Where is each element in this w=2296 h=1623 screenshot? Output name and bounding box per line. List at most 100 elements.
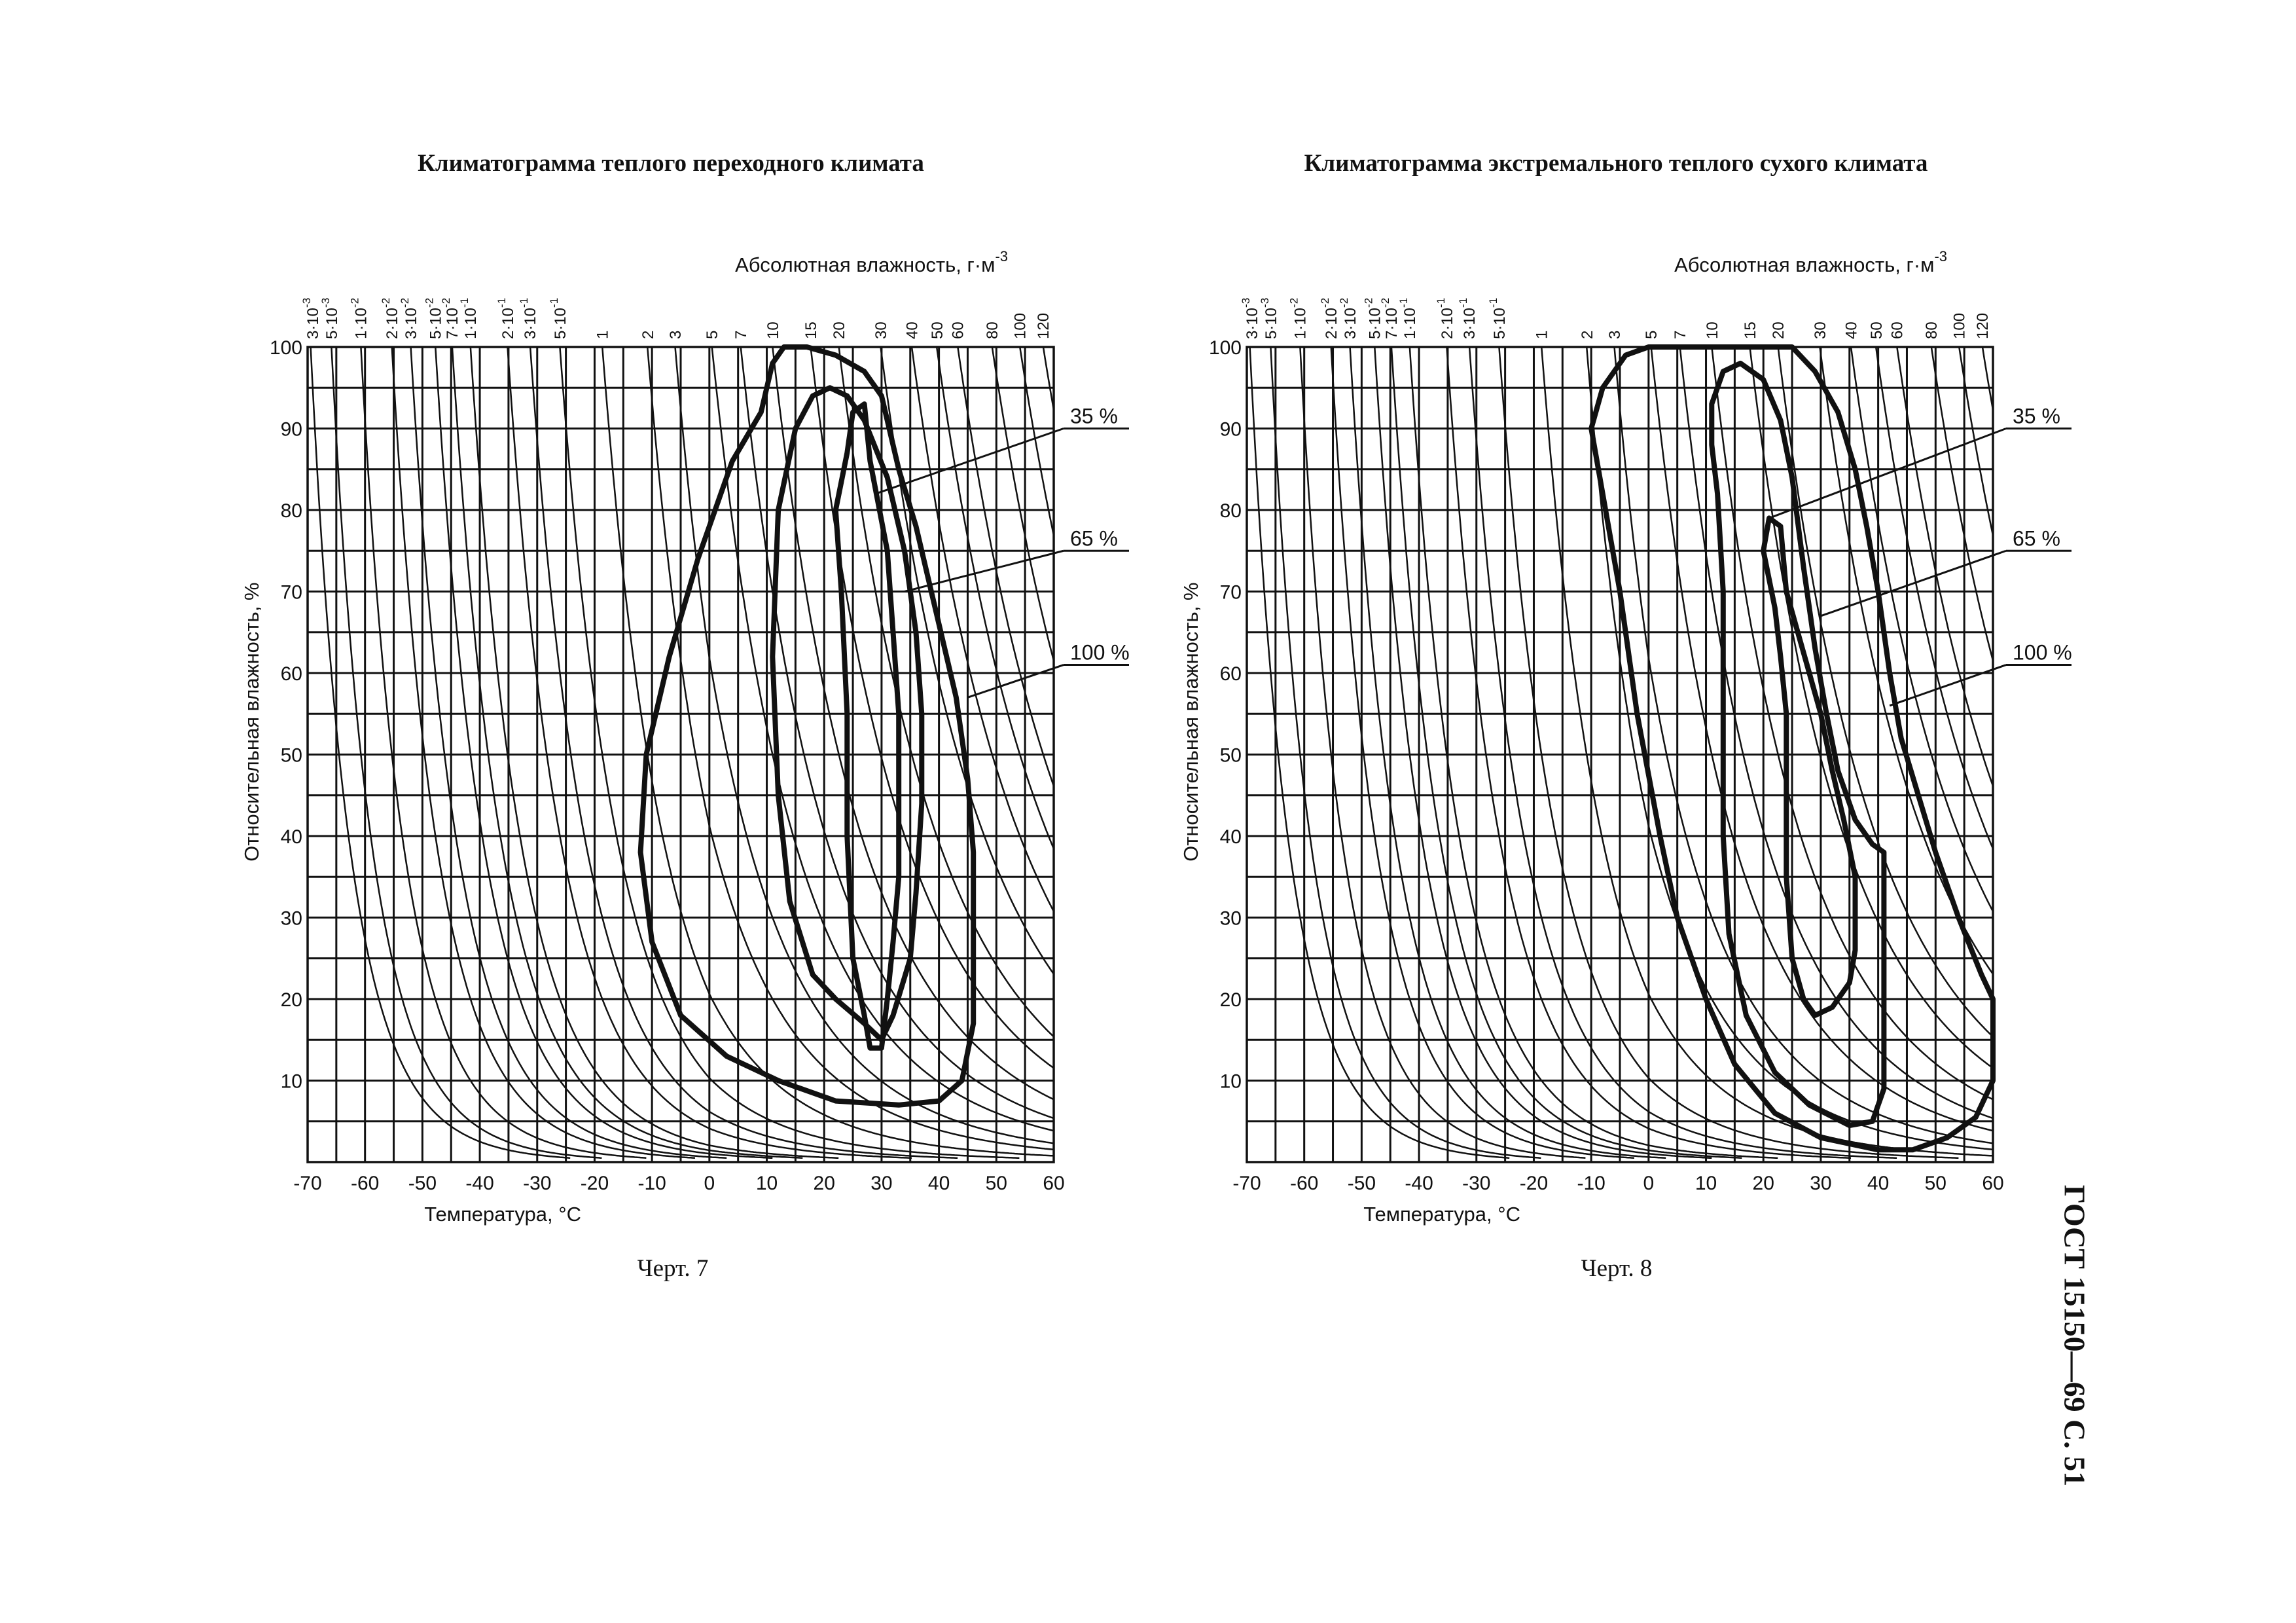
absolute-humidity-curve (1270, 347, 1541, 1159)
x-tick-label: 0 (704, 1173, 715, 1194)
y-tick-label: 100 (1209, 337, 1242, 359)
absolute-humidity-label: 50 (929, 321, 946, 339)
callout-leader (1820, 549, 2007, 617)
absolute-humidity-curve (1042, 347, 1054, 410)
x-tick-label: -20 (1520, 1173, 1548, 1194)
x-tick-label: 50 (986, 1173, 1007, 1194)
absolute-humidity-label: 2·10-1 (1435, 298, 1456, 339)
absolute-humidity-curve (1874, 347, 1993, 849)
y-tick-label: 30 (1220, 908, 1242, 930)
absolute-humidity-curves (310, 347, 1054, 1159)
grid-lines (1246, 346, 1994, 1163)
absolute-humidity-curve (451, 347, 803, 1159)
x-tick-label: -30 (523, 1173, 551, 1194)
absolute-humidity-label: 5 (704, 331, 721, 339)
running-head: ГОСТ 15150—69 С. 51 (2055, 1178, 2094, 1493)
callout-label: 65 % (1070, 526, 1118, 550)
contour-65-percent (1709, 360, 1887, 1128)
absolute-humidity-curve (469, 347, 839, 1159)
y-tick-label: 20 (1220, 989, 1242, 1011)
x-tick-label: 10 (1695, 1173, 1717, 1194)
absolute-humidity-curve (1930, 347, 1993, 661)
y-tick-label: 80 (1220, 500, 1242, 522)
absolute-humidity-curve (711, 347, 1054, 1132)
absolute-humidity-curve (1749, 347, 1993, 1069)
absolute-humidity-curve (1374, 347, 1712, 1159)
y-tick-label: 60 (281, 663, 302, 685)
absolute-humidity-label: 2 (1579, 331, 1596, 339)
absolute-humidity-curve (1958, 347, 1993, 536)
absolute-humidity-label: 10 (764, 321, 782, 339)
absolute-humidity-curve (1777, 347, 1993, 1038)
chart-title-8: Климатограмма экстремального теплого сух… (1304, 150, 1928, 177)
absolute-humidity-label: 2·10-2 (1319, 298, 1340, 339)
absolute-humidity-curve (1408, 347, 1778, 1159)
callout-label: 65 % (2013, 526, 2060, 550)
absolute-humidity-curve (1650, 347, 1993, 1132)
x-tick-label: -70 (1232, 1173, 1261, 1194)
absolute-humidity-curve (935, 347, 1054, 849)
absolute-humidity-curve (772, 347, 1054, 1101)
absolute-humidity-curve (601, 347, 1054, 1157)
y-tick-label: 70 (1220, 582, 1242, 604)
y-tick-label: 90 (281, 419, 302, 441)
callout-label: 100 % (1070, 641, 1130, 665)
y-tick-label: 40 (281, 826, 302, 848)
contour-65-percent (770, 385, 925, 1043)
x-tick-label: 40 (1867, 1173, 1889, 1194)
absolute-humidity-curve (1249, 347, 1510, 1159)
x-tick-label: -30 (1462, 1173, 1490, 1194)
contour-35-percent (1761, 515, 1858, 1018)
running-head-text: ГОСТ 15150—69 С. 51 (2058, 1184, 2092, 1487)
absolute-humidity-curve (391, 347, 695, 1159)
absolute-humidity-curve (559, 347, 1020, 1159)
absolute-humidity-curve (1850, 347, 1993, 912)
absolute-humidity-curve (410, 347, 727, 1159)
y-tick-label: 40 (1220, 826, 1242, 848)
y-tick-label: 50 (281, 745, 302, 767)
callout-leader (875, 428, 1064, 495)
plot-frame (1246, 346, 1994, 1163)
x-tick-label: -40 (465, 1173, 493, 1194)
y-axis-label: Относительная влажность, % (1179, 583, 1202, 862)
absolute-humidity-curve (529, 347, 958, 1159)
absolute-humidity-curves (1249, 347, 1993, 1159)
x-tick-label: 60 (1982, 1173, 2003, 1194)
callout-leader (1889, 664, 2007, 707)
contour-35-percent (833, 401, 902, 1051)
absolute-humidity-label: 2 (639, 331, 657, 339)
absolute-humidity-label: 60 (950, 321, 967, 339)
absolute-humidity-curve (1896, 347, 1993, 787)
absolute-humidity-label: 7 (732, 331, 750, 339)
absolute-humidity-curve (1019, 347, 1054, 536)
absolute-humidity-label: 7·10-2 (1379, 298, 1401, 339)
y-tick-label: 80 (281, 500, 302, 522)
y-tick-label: 50 (1220, 745, 1242, 767)
absolute-humidity-label: 40 (903, 321, 921, 339)
absolute-humidity-label: 5·10-2 (1363, 298, 1384, 339)
absolute-humidity-label: 20 (831, 321, 848, 339)
absolute-humidity-curve (991, 347, 1054, 661)
absolute-humidity-label: 1·10-2 (349, 298, 370, 339)
figure-caption-7: Черт. 7 (637, 1255, 709, 1282)
x-tick-label: 30 (870, 1173, 892, 1194)
absolute-humidity-label: 100 (1950, 313, 1968, 339)
x-tick-label: -50 (408, 1173, 437, 1194)
x-tick-label: -50 (1348, 1173, 1376, 1194)
x-tick-label: 50 (1925, 1173, 1946, 1194)
x-tick-label: -60 (351, 1173, 379, 1194)
climatogram-chart-7: 3·10-35·10-3 1·10-2 2·10-23·10-25·10-27·10… (240, 248, 1130, 1226)
absolute-humidity-label: 7·10-2 (440, 298, 461, 339)
absolute-humidity-curve (1679, 347, 1993, 1120)
x-axis-label: Температура, °С (424, 1203, 581, 1226)
absolute-humidity-label: 2·10-2 (380, 298, 401, 339)
callout-leader (967, 664, 1064, 699)
x-axis-label: Температура, °С (1363, 1203, 1520, 1226)
absolute-humidity-label: 1·10-1 (458, 298, 480, 339)
x-tick-label: -10 (637, 1173, 666, 1194)
absolute-humidity-label: 15 (802, 321, 820, 339)
absolute-humidity-label: 20 (1770, 321, 1787, 339)
y-tick-label: 30 (281, 908, 302, 930)
